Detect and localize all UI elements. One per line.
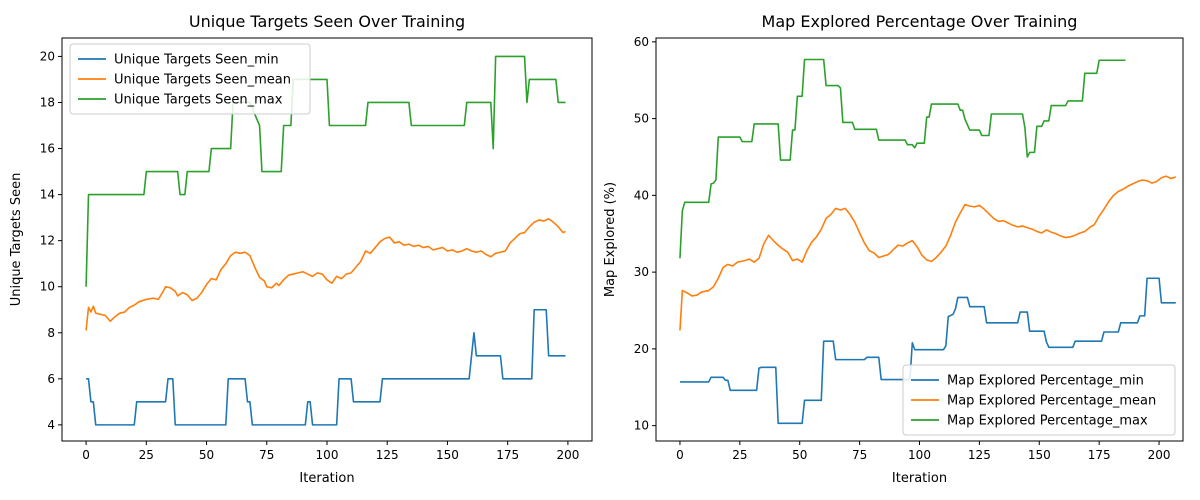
legend-entry: Map Explored Percentage_max (947, 414, 1148, 429)
x-tick-label: 175 (496, 448, 519, 462)
x-tick-label: 25 (732, 448, 747, 462)
y-tick-label: 30 (634, 265, 649, 279)
x-tick-label: 50 (199, 448, 214, 462)
legend-entry: Unique Targets Seen_min (114, 53, 279, 68)
y-tick-label: 4 (47, 418, 55, 432)
y-tick-label: 20 (634, 342, 649, 356)
legend-entry: Map Explored Percentage_mean (947, 394, 1156, 409)
y-tick-label: 40 (634, 188, 649, 202)
x-tick-label: 150 (436, 448, 459, 462)
y-tick-label: 6 (47, 372, 55, 386)
x-tick-label: 50 (792, 448, 807, 462)
x-tick-label: 0 (82, 448, 90, 462)
x-tick-label: 25 (139, 448, 154, 462)
legend: Unique Targets Seen_min Unique Targets Se… (69, 43, 311, 115)
y-tick-label: 10 (634, 419, 649, 433)
x-tick-label: 100 (316, 448, 339, 462)
x-tick-label: 125 (968, 448, 991, 462)
x-axis-label: Iteration (299, 471, 354, 486)
y-tick-label: 50 (634, 112, 649, 126)
y-axis-label: Map Explored (%) (603, 182, 618, 297)
x-tick-label: 175 (1088, 448, 1111, 462)
legend: Map Explored Percentage_min Map Explored … (902, 364, 1176, 436)
legend-box (69, 43, 311, 115)
y-tick-label: 10 (40, 280, 55, 294)
x-axis-label: Iteration (892, 471, 947, 486)
series-line-mean (85, 217, 566, 331)
chart-panel-1: 0 25 50 75 100 125 150 175 200 4 6 8 10 12 14 16 18 20 Uni… (9, 12, 593, 486)
y-tick-label: 16 (40, 142, 55, 156)
y-axis-label: Unique Targets Seen (9, 173, 24, 307)
chart-title: Unique Targets Seen Over Training (189, 12, 465, 31)
legend-box (902, 364, 1176, 436)
x-tick-label: 200 (1148, 448, 1171, 462)
x-tick-label: 100 (908, 448, 931, 462)
legend-entry: Map Explored Percentage_min (947, 374, 1144, 389)
legend-entry: Unique Targets Seen_mean (114, 73, 291, 88)
x-tick-label: 125 (376, 448, 399, 462)
legend-entry: Unique Targets Seen_max (114, 93, 283, 108)
chart-title: Map Explored Percentage Over Training (762, 12, 1078, 31)
x-tick-label: 75 (852, 448, 867, 462)
x-tick-label: 0 (676, 448, 684, 462)
x-tick-label: 75 (259, 448, 274, 462)
x-tick-label: 200 (556, 448, 579, 462)
y-tick-label: 18 (40, 95, 55, 109)
y-tick-label: 20 (40, 49, 55, 63)
chart-panel-2: 0 25 50 75 100 125 150 175 200 10 20 30 40 50 60 Map Ex… (603, 12, 1184, 486)
y-tick-label: 14 (40, 188, 55, 202)
y-tick-label: 12 (40, 234, 55, 248)
series-line-mean (679, 175, 1177, 331)
y-tick-label: 8 (47, 326, 55, 340)
y-tick-label: 60 (634, 35, 649, 49)
series-line-max (679, 58, 1126, 259)
x-tick-label: 150 (1028, 448, 1051, 462)
series-line-min (679, 277, 1176, 425)
series-line-min (86, 308, 566, 426)
